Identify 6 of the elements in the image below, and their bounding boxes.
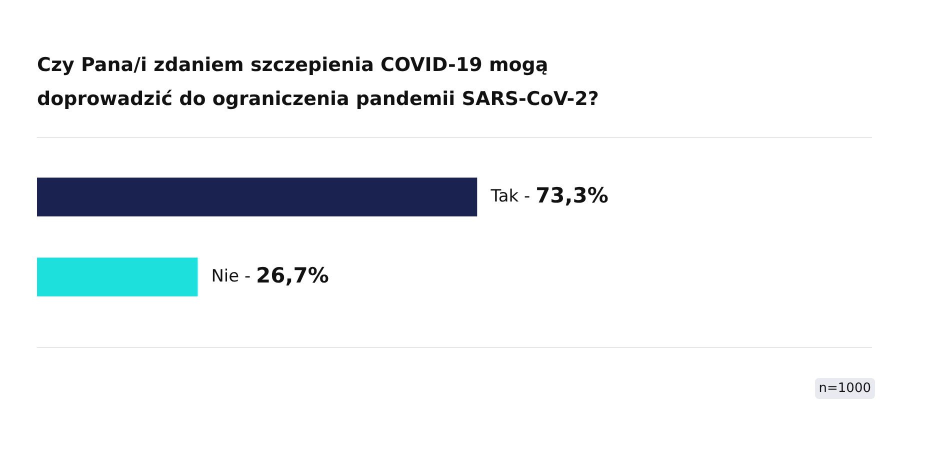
y-tick-label: Nie -: [211, 266, 256, 286]
y-tick-label: Tak -: [490, 186, 536, 206]
data-label: 26,7%: [256, 263, 329, 288]
data-label: 73,3%: [536, 183, 608, 208]
text: n=1000: [814, 378, 875, 399]
chart-title: Czy Pana/i zdaniem szczepienia COVID-19 mogą doprowadzić do ograniczenia pandemii SARS-CoV-2?: [37, 53, 600, 112]
